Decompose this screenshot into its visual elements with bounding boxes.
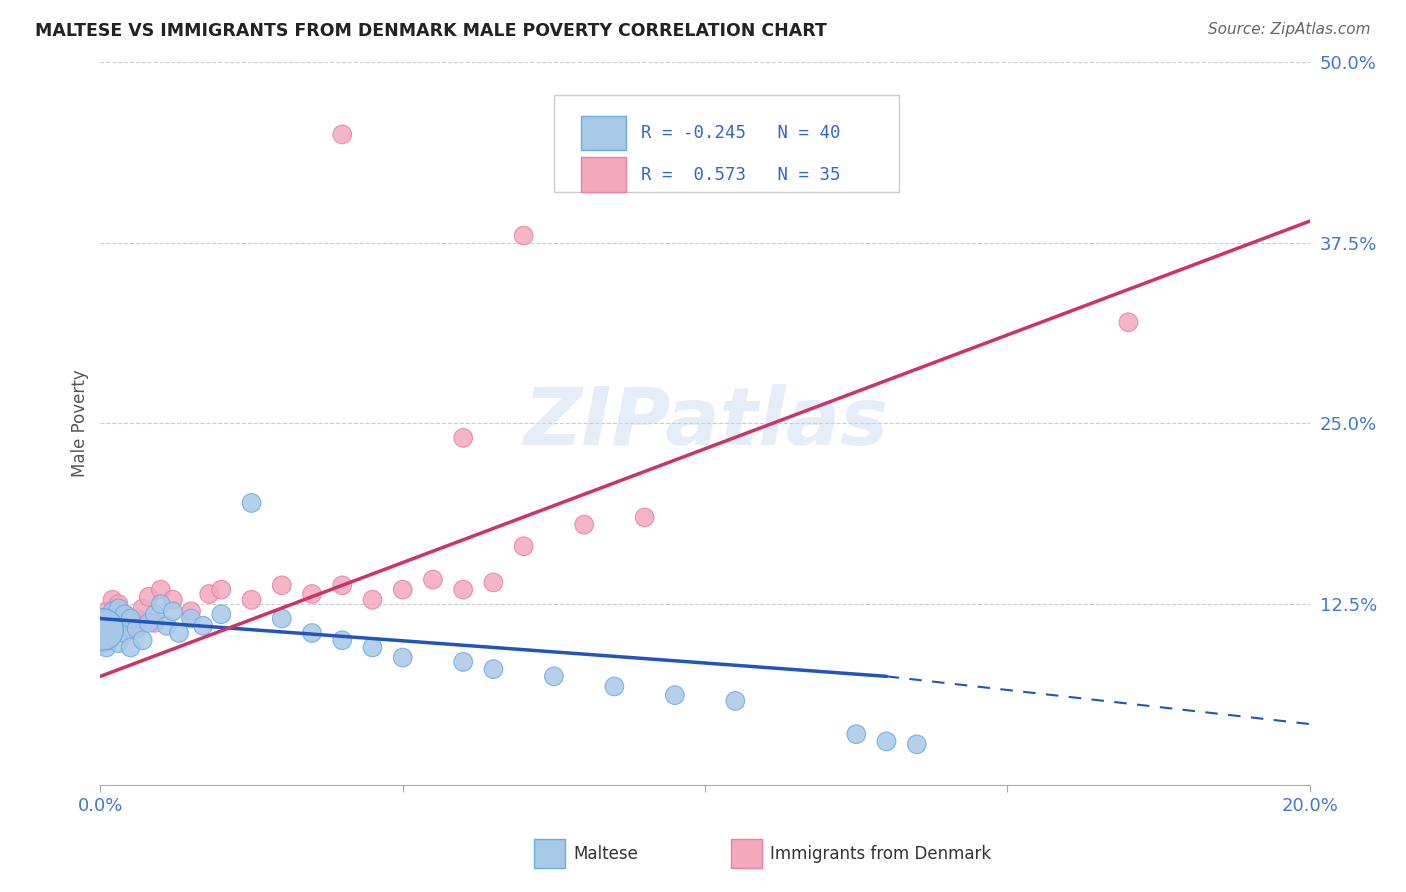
Point [114,607,136,622]
Point [724,694,747,708]
Point [114,626,136,640]
Text: R = -0.245   N = 40: R = -0.245 N = 40 [641,124,841,142]
Point [270,611,292,625]
Point [451,582,474,597]
Y-axis label: Male Poverty: Male Poverty [72,369,89,477]
Point [101,592,124,607]
Point [149,597,172,611]
Point [120,622,142,636]
Point [125,622,148,636]
Point [512,228,534,243]
Text: R =  0.573   N = 35: R = 0.573 N = 35 [641,166,841,184]
Point [330,128,353,142]
Point [162,592,184,607]
Point [482,575,505,590]
Point [138,590,160,604]
Point [131,633,153,648]
Point [845,727,868,741]
Point [149,582,172,597]
Point [131,601,153,615]
Point [180,611,202,625]
Point [512,539,534,553]
Point [198,587,221,601]
Point [93,626,115,640]
Text: Source: ZipAtlas.com: Source: ZipAtlas.com [1208,22,1371,37]
FancyBboxPatch shape [581,116,627,151]
Point [1118,315,1140,329]
Point [120,640,142,655]
Point [391,582,413,597]
Point [876,734,898,748]
Point [633,510,655,524]
Point [664,688,686,702]
Point [330,578,353,592]
Point [143,615,166,630]
Point [107,619,129,633]
Point [361,592,384,607]
Point [905,737,928,751]
Point [125,611,148,625]
Point [107,597,129,611]
Point [422,573,444,587]
Point [482,662,505,676]
Point [451,431,474,445]
Point [572,517,595,532]
Point [209,582,232,597]
Point [191,619,214,633]
Point [91,622,114,636]
Text: Immigrants from Denmark: Immigrants from Denmark [770,845,991,863]
Text: Maltese: Maltese [574,845,638,863]
Point [107,615,129,630]
Point [180,604,202,618]
Point [101,622,124,636]
Point [96,611,118,625]
Point [96,604,118,618]
Point [98,633,121,648]
Point [138,615,160,630]
Point [543,669,565,683]
FancyBboxPatch shape [554,95,898,192]
Point [107,636,129,650]
Point [101,604,124,618]
Point [101,615,124,630]
Text: MALTESE VS IMMIGRANTS FROM DENMARK MALE POVERTY CORRELATION CHART: MALTESE VS IMMIGRANTS FROM DENMARK MALE … [35,22,827,40]
Point [391,650,413,665]
Point [120,611,142,625]
Point [167,626,190,640]
Point [209,607,232,622]
Point [301,587,323,601]
Point [603,680,626,694]
Point [301,626,323,640]
Point [240,496,263,510]
Point [270,578,292,592]
Point [451,655,474,669]
Point [162,604,184,618]
Point [114,607,136,622]
Point [96,626,118,640]
Point [156,619,179,633]
Point [330,633,353,648]
Point [107,601,129,615]
Point [93,636,115,650]
Point [361,640,384,655]
Text: ZIPatlas: ZIPatlas [523,384,887,462]
Point [143,607,166,622]
FancyBboxPatch shape [581,157,627,192]
Point [240,592,263,607]
Point [96,640,118,655]
